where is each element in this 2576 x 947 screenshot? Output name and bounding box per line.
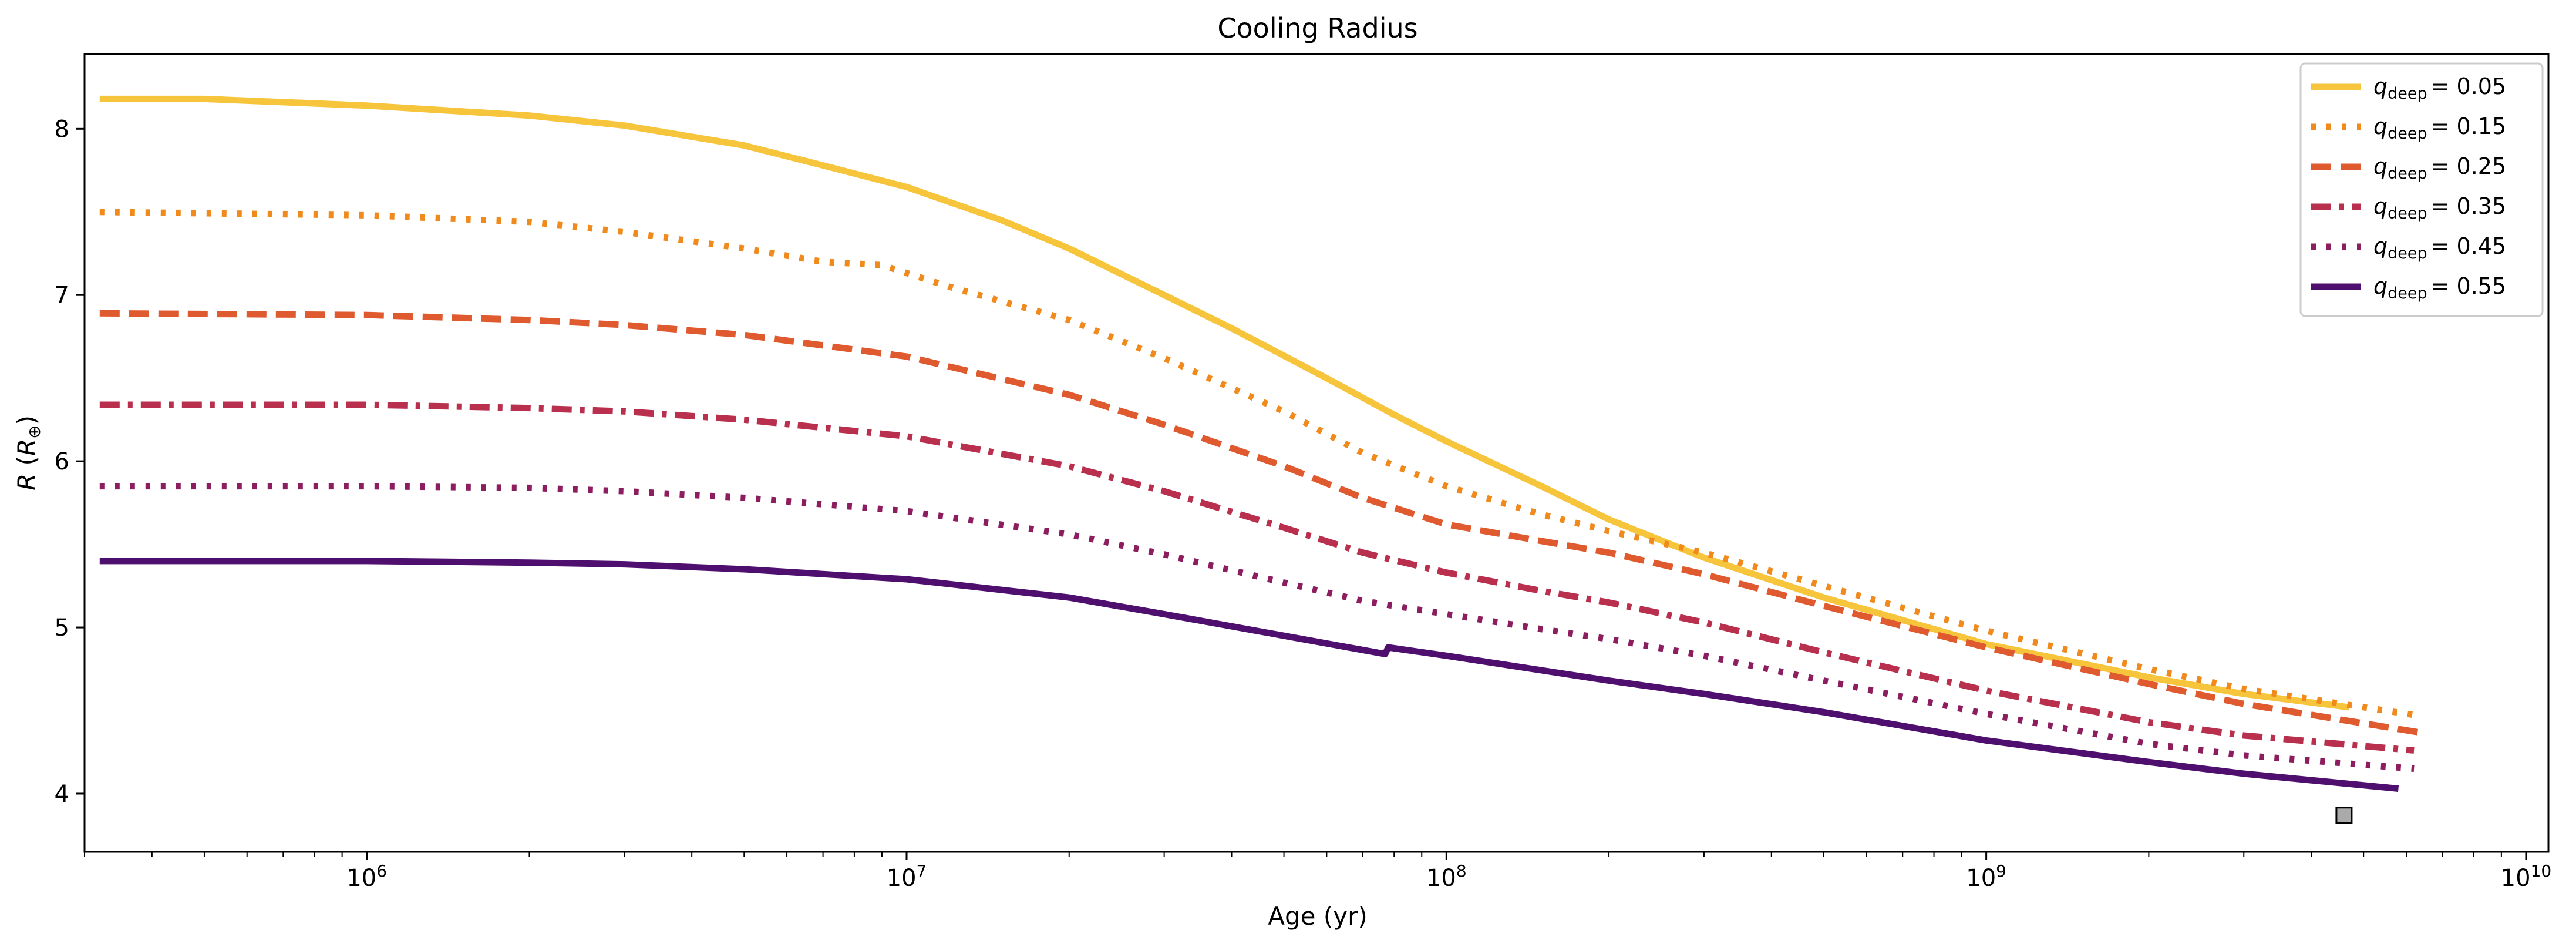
legend-label-2: qdeep = 0.25 bbox=[2373, 153, 2506, 183]
plot-area bbox=[83, 53, 2550, 853]
legend-label-3: qdeep = 0.35 bbox=[2373, 193, 2506, 223]
y-tick-label-1: 5 bbox=[55, 614, 69, 642]
y-axis-label-unit-sub: ⊕ bbox=[25, 425, 44, 438]
y-tick-label-3: 7 bbox=[55, 282, 69, 309]
x-axis-ticks: 106 107 108 109 1010 bbox=[84, 852, 2552, 892]
y-tick-label-2: 6 bbox=[55, 448, 69, 475]
legend-item-0: qdeep = 0.05 bbox=[2311, 73, 2506, 103]
legend-item-1: qdeep = 0.15 bbox=[2311, 113, 2506, 143]
marker-square-0 bbox=[2335, 807, 2353, 824]
legend: qdeep = 0.05 qdeep = 0.15 qdeep = 0.25 qdeep = … bbox=[2299, 62, 2544, 317]
legend-label-0: qdeep = 0.05 bbox=[2373, 73, 2506, 103]
series-layer bbox=[99, 95, 2419, 792]
legend-item-2: qdeep = 0.25 bbox=[2311, 153, 2506, 183]
annotation-layer bbox=[2335, 807, 2353, 824]
series-line-0 bbox=[99, 95, 2350, 711]
series-line-4 bbox=[99, 483, 2415, 772]
series-line-3 bbox=[99, 401, 2415, 754]
y-axis-label-unit: R bbox=[12, 439, 41, 456]
plot-frame bbox=[83, 53, 2550, 853]
y-tick-label-4: 8 bbox=[55, 116, 69, 143]
legend-box bbox=[2299, 62, 2544, 317]
series-line-5 bbox=[99, 558, 2399, 792]
y-axis-label: R (R⊕) bbox=[12, 415, 44, 491]
series-line-1 bbox=[99, 209, 2419, 719]
legend-item-3: qdeep = 0.35 bbox=[2311, 193, 2506, 223]
y-tick-label-0: 4 bbox=[55, 781, 69, 808]
legend-label-4: qdeep = 0.45 bbox=[2373, 233, 2506, 263]
series-line-2 bbox=[99, 310, 2419, 736]
x-axis-label: Age (yr) bbox=[1268, 902, 1367, 931]
x-tick-label-4: 1010 bbox=[2501, 861, 2552, 892]
legend-label-1: qdeep = 0.15 bbox=[2373, 113, 2506, 143]
x-tick-label-2: 108 bbox=[1426, 861, 1467, 892]
x-tick-label-3: 109 bbox=[1966, 861, 2006, 892]
y-axis-label-var: R bbox=[12, 474, 41, 491]
y-axis-ticks: 4 5 6 7 8 bbox=[55, 116, 85, 808]
legend-item-5: qdeep = 0.55 bbox=[2311, 273, 2506, 303]
legend-label-5: qdeep = 0.55 bbox=[2373, 273, 2506, 303]
legend-item-4: qdeep = 0.45 bbox=[2311, 233, 2506, 263]
chart-title: Cooling Radius bbox=[1217, 12, 1417, 44]
x-tick-label-0: 106 bbox=[346, 861, 387, 892]
x-tick-label-1: 107 bbox=[887, 861, 927, 892]
